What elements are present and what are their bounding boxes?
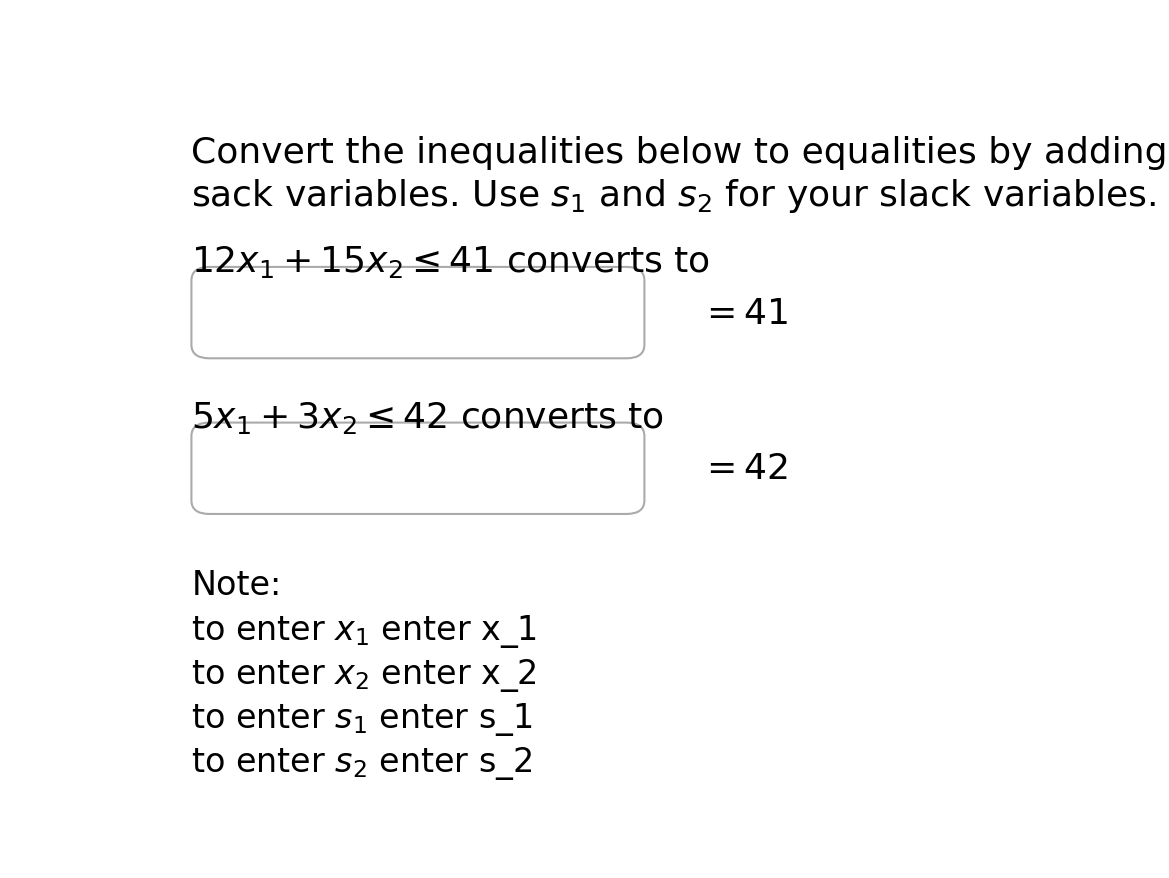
Text: to enter $s_2$ enter s_2: to enter $s_2$ enter s_2 bbox=[192, 745, 533, 781]
Text: $= 42$: $= 42$ bbox=[699, 452, 788, 486]
Text: $= 41$: $= 41$ bbox=[699, 296, 788, 330]
Text: $12x_1 + 15x_2 \leq 41$ converts to: $12x_1 + 15x_2 \leq 41$ converts to bbox=[192, 244, 711, 280]
Text: to enter $x_2$ enter x_2: to enter $x_2$ enter x_2 bbox=[192, 657, 538, 694]
Text: $5x_1 + 3x_2 \leq 42$ converts to: $5x_1 + 3x_2 \leq 42$ converts to bbox=[192, 399, 664, 435]
Text: sack variables. Use $s_1$ and $s_2$ for your slack variables.: sack variables. Use $s_1$ and $s_2$ for … bbox=[192, 176, 1156, 214]
FancyBboxPatch shape bbox=[192, 268, 644, 359]
Text: to enter $s_1$ enter s_1: to enter $s_1$ enter s_1 bbox=[192, 701, 533, 738]
FancyBboxPatch shape bbox=[192, 423, 644, 515]
Text: Convert the inequalities below to equalities by adding: Convert the inequalities below to equali… bbox=[192, 136, 1168, 169]
Text: Note:: Note: bbox=[192, 568, 282, 601]
Text: to enter $x_1$ enter x_1: to enter $x_1$ enter x_1 bbox=[192, 613, 538, 650]
